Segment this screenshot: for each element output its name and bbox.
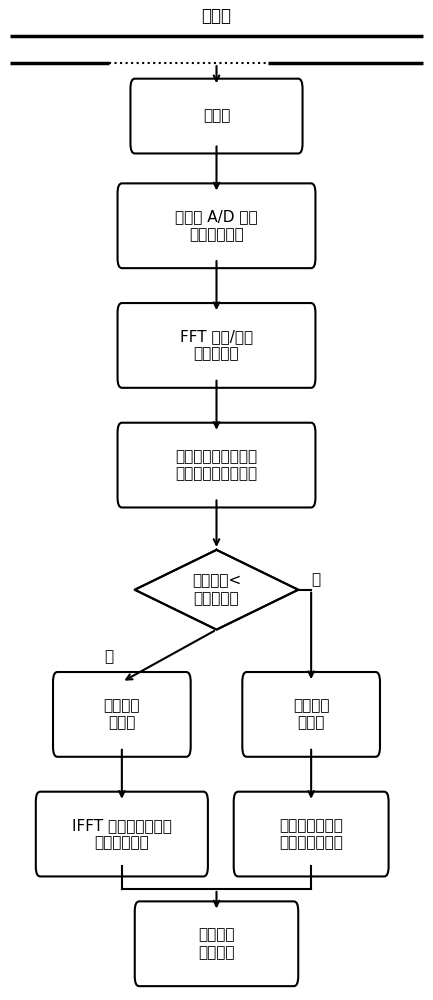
Text: 运用压缩感知技
术进行压缩存储: 运用压缩感知技 术进行压缩存储 <box>279 818 343 850</box>
Text: 采集噪声<
噪声门限？: 采集噪声< 噪声门限？ <box>192 574 241 606</box>
Polygon shape <box>135 550 298 630</box>
Text: IFFT 反变换并计算存
储均值和方差: IFFT 反变换并计算存 储均值和方差 <box>72 818 172 850</box>
Text: 电力线: 电力线 <box>201 7 232 25</box>
Text: 计算采集噪声的均值
作为噪声分类的门限: 计算采集噪声的均值 作为噪声分类的门限 <box>175 449 258 481</box>
FancyBboxPatch shape <box>53 672 191 757</box>
FancyBboxPatch shape <box>36 792 208 876</box>
Text: 否: 否 <box>311 572 320 587</box>
FancyBboxPatch shape <box>242 672 380 757</box>
Text: FFT 变换/频域
初步稀疏化: FFT 变换/频域 初步稀疏化 <box>180 329 253 362</box>
Text: 耦合器: 耦合器 <box>203 109 230 124</box>
Text: 存储少量
特征数据: 存储少量 特征数据 <box>198 928 235 960</box>
FancyBboxPatch shape <box>135 901 298 986</box>
FancyBboxPatch shape <box>117 183 316 268</box>
Text: 存储为背
景噪声: 存储为背 景噪声 <box>103 698 140 731</box>
Text: 空载时 A/D 采集
电力线上噪声: 空载时 A/D 采集 电力线上噪声 <box>175 210 258 242</box>
FancyBboxPatch shape <box>117 303 316 388</box>
FancyBboxPatch shape <box>130 79 303 153</box>
FancyBboxPatch shape <box>234 792 388 876</box>
FancyBboxPatch shape <box>117 423 316 507</box>
Text: 是: 是 <box>104 650 113 665</box>
Text: 存储为随
机噪声: 存储为随 机噪声 <box>293 698 330 731</box>
